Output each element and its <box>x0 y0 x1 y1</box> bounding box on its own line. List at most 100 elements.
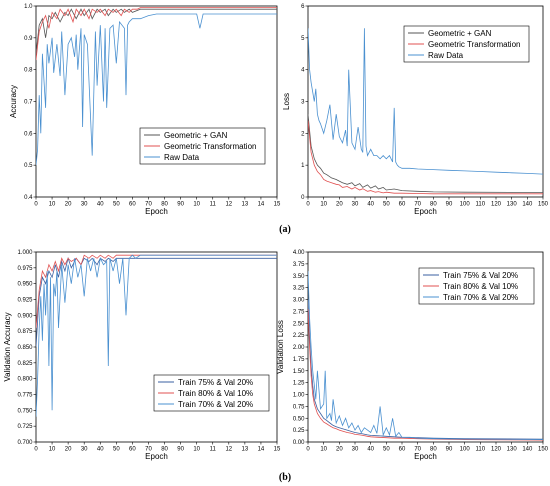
series-line <box>36 13 277 166</box>
y-tick-label: 2 <box>301 131 305 137</box>
x-tick-label: 13 <box>242 202 249 208</box>
y-tick-label: 1.50 <box>293 369 305 375</box>
y-tick-label: 0.9 <box>24 36 33 42</box>
panel-a-right: 0 10 20 30 40 50 60 70 80 90 100 110 120 130 140 150 0 1 2… <box>282 4 549 216</box>
y-tick-label: 0.975 <box>17 266 33 272</box>
y-tick-label: 6 <box>301 4 305 10</box>
x-tick-label: 40 <box>367 202 374 208</box>
y-tick-label: 3.75 <box>293 262 305 268</box>
y-tick-label: 1.75 <box>293 357 305 363</box>
x-tick-label: 30 <box>81 447 88 453</box>
legend-label: Train 75% & Val 20% <box>443 271 518 280</box>
legend-label: Train 70% & Val 20% <box>443 293 518 302</box>
series-line <box>308 114 543 193</box>
x-axis-label: Epoch <box>414 207 437 216</box>
x-tick-label: 110 <box>476 202 486 208</box>
x-tick-label: 10 <box>320 202 327 208</box>
y-tick-label: 0.950 <box>17 282 33 288</box>
legend-label: Train 70% & Val 20% <box>178 400 253 409</box>
plot-frame <box>35 251 278 443</box>
x-tick-label: 12 <box>225 447 232 453</box>
y-tick-label: 1.000 <box>17 250 33 256</box>
y-axis-label: Validation Loss <box>276 320 285 374</box>
y-tick-label: 3.50 <box>293 274 305 280</box>
y-tick-label: 3.25 <box>293 286 305 292</box>
y-tick-label: 0.900 <box>17 313 33 319</box>
legend-label: Geometric + GAN <box>428 29 492 38</box>
x-tick-label: 80 <box>430 202 437 208</box>
x-tick-label: 150 <box>538 447 549 453</box>
x-tick-label: 0 <box>34 447 38 453</box>
x-tick-label: 100 <box>460 202 471 208</box>
y-tick-label: 1.0 <box>24 4 33 10</box>
x-tick-label: 70 <box>414 447 421 453</box>
caption-b: (b) <box>279 472 291 483</box>
x-tick-label: 14 <box>258 447 265 453</box>
y-tick-label: 0.5 <box>24 163 33 169</box>
series-line <box>308 308 543 441</box>
y-tick-label: 3.00 <box>293 298 305 304</box>
y-tick-label: 4.00 <box>293 250 305 256</box>
x-tick-label: 10 <box>193 447 200 453</box>
y-tick-label: 0.725 <box>17 424 33 430</box>
x-tick-label: 10 <box>49 447 56 453</box>
x-tick-label: 130 <box>507 202 518 208</box>
x-tick-label: 60 <box>129 202 136 208</box>
x-tick-label: 130 <box>507 447 518 453</box>
x-tick-label: 40 <box>97 202 104 208</box>
x-tick-label: 0 <box>306 202 310 208</box>
y-tick-label: 1.00 <box>293 393 305 399</box>
legend-label: Raw Data <box>428 51 464 60</box>
x-tick-label: 70 <box>145 447 152 453</box>
series-line <box>308 120 543 195</box>
x-tick-label: 50 <box>113 447 120 453</box>
legend-box <box>139 127 266 165</box>
x-tick-label: 140 <box>522 202 533 208</box>
legend-label: Geometric Transformation <box>164 142 256 151</box>
y-tick-label: 0.875 <box>17 329 33 335</box>
panel-b-left: 0 10 20 30 40 50 60 70 80 90 10 11 12 13 14 15 0.700 0.72… <box>3 250 281 461</box>
x-tick-label: 120 <box>491 202 502 208</box>
x-tick-label: 0 <box>306 447 310 453</box>
x-tick-label: 40 <box>367 447 374 453</box>
x-tick-label: 11 <box>210 447 217 453</box>
x-tick-label: 0 <box>34 202 38 208</box>
legend-label: Train 80% & Val 10% <box>178 389 253 398</box>
x-tick-label: 90 <box>177 202 184 208</box>
y-tick-label: 2.25 <box>293 333 305 339</box>
series-line <box>36 256 277 348</box>
x-tick-label: 150 <box>538 202 549 208</box>
series-line <box>36 254 277 329</box>
x-tick-label: 15 <box>274 202 281 208</box>
y-tick-label: 1 <box>301 163 305 169</box>
series-line <box>308 28 543 175</box>
x-tick-label: 80 <box>161 447 168 453</box>
y-axis-label: Loss <box>282 93 291 110</box>
x-tick-label: 60 <box>399 202 406 208</box>
x-tick-label: 10 <box>49 202 56 208</box>
x-tick-label: 90 <box>446 447 453 453</box>
y-tick-label: 0.7 <box>24 100 33 106</box>
x-tick-label: 12 <box>225 202 232 208</box>
legend-label: Train 75% & Val 20% <box>178 378 253 387</box>
plot-frame <box>35 5 278 198</box>
y-tick-label: 0.6 <box>24 131 33 137</box>
x-tick-label: 100 <box>460 447 471 453</box>
y-axis-label: Accuracy <box>9 85 18 118</box>
x-tick-label: 80 <box>430 447 437 453</box>
x-tick-label: 110 <box>476 447 486 453</box>
x-axis-label: Epoch <box>145 452 168 461</box>
y-tick-label: 0.700 <box>17 440 33 446</box>
x-tick-label: 80 <box>161 202 168 208</box>
legend-box <box>403 25 530 63</box>
y-tick-label: 0.775 <box>17 393 33 399</box>
x-tick-label: 30 <box>81 202 88 208</box>
y-tick-label: 0.850 <box>17 345 33 351</box>
y-tick-label: 0.800 <box>17 377 33 383</box>
legend-label: Train 80% & Val 10% <box>443 282 518 291</box>
legend-label: Geometric + GAN <box>164 131 228 140</box>
x-tick-label: 13 <box>242 447 249 453</box>
x-tick-label: 20 <box>65 447 72 453</box>
y-tick-label: 0.825 <box>17 361 33 367</box>
